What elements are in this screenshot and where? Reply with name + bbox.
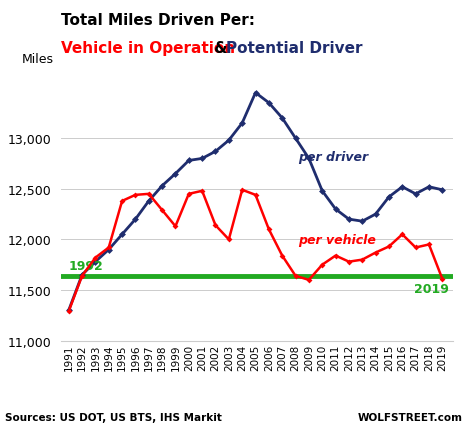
- Text: 1992: 1992: [69, 259, 104, 272]
- Text: per driver: per driver: [298, 151, 368, 164]
- Text: Vehicle in Operation: Vehicle in Operation: [61, 40, 235, 55]
- Text: &: &: [209, 40, 233, 55]
- Text: Sources: US DOT, US BTS, IHS Markit: Sources: US DOT, US BTS, IHS Markit: [5, 412, 221, 422]
- Text: Potential Driver: Potential Driver: [226, 40, 362, 55]
- Text: Miles: Miles: [21, 52, 54, 66]
- Text: WOLFSTREET.com: WOLFSTREET.com: [357, 412, 462, 422]
- Text: Total Miles Driven Per:: Total Miles Driven Per:: [61, 13, 255, 28]
- Text: 2019: 2019: [414, 283, 449, 296]
- Text: per vehicle: per vehicle: [298, 234, 376, 247]
